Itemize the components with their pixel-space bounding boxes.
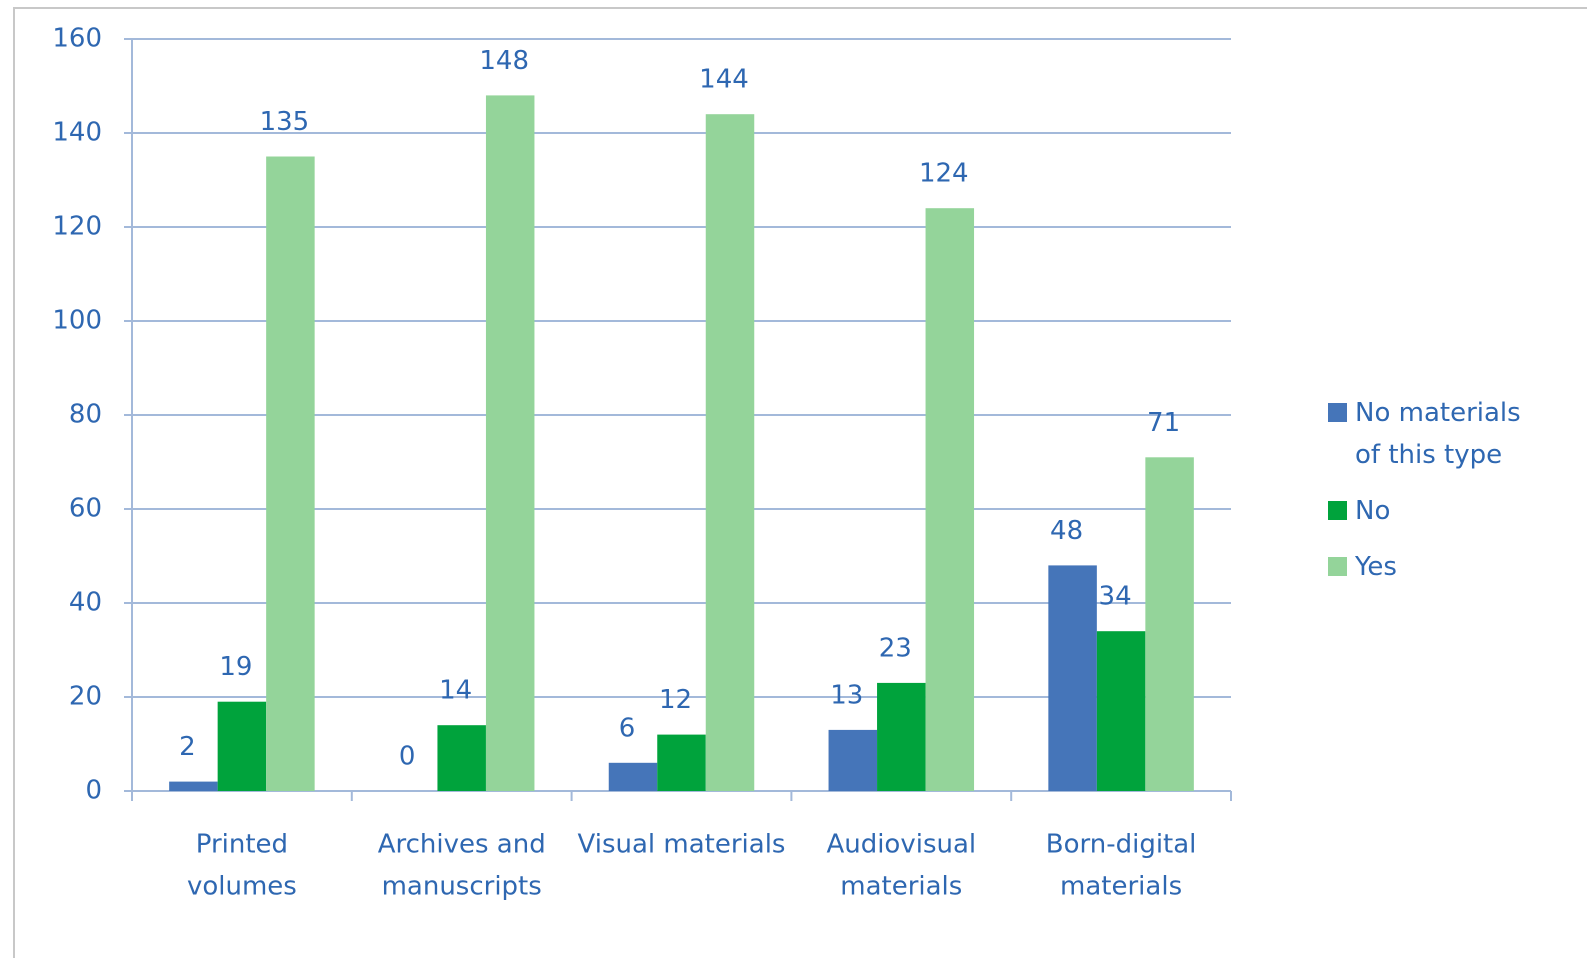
x-tick-label: materials: [1060, 872, 1182, 902]
value-label: 13: [830, 680, 863, 710]
y-tick-label: 40: [69, 588, 102, 618]
x-tick-label: Printed: [196, 830, 288, 860]
frame: [13, 7, 1587, 958]
y-tick-label: 120: [52, 212, 102, 242]
y-tick-label: 80: [69, 400, 102, 430]
value-label: 14: [439, 676, 472, 706]
y-tick-label: 160: [52, 24, 102, 54]
legend-label: No: [1355, 496, 1391, 526]
value-label: 124: [919, 159, 969, 189]
value-label: 23: [879, 633, 912, 663]
y-tick-label: 20: [69, 682, 102, 712]
legend-label: Yes: [1355, 552, 1397, 582]
bar: [705, 114, 755, 791]
bar: [1145, 457, 1194, 791]
y-tick-label: 140: [52, 118, 102, 148]
value-label: 19: [219, 652, 252, 682]
value-label: 0: [399, 742, 416, 772]
x-tick-label: Visual materials: [578, 830, 786, 860]
legend-swatch: [1328, 403, 1347, 422]
bar: [169, 781, 218, 791]
bar: [1096, 631, 1146, 791]
legend: No materials of this type No Yes: [1328, 392, 1528, 602]
bar: [437, 725, 486, 791]
x-tick-label: manuscripts: [382, 872, 542, 902]
value-label: 12: [659, 685, 692, 715]
y-tick-label: 0: [85, 776, 102, 806]
value-label: 135: [260, 107, 310, 137]
x-tick-label: Audiovisual: [826, 830, 976, 860]
bar: [877, 682, 926, 791]
value-label: 34: [1099, 582, 1132, 612]
value-label: 48: [1050, 516, 1083, 546]
bar: [1048, 565, 1097, 791]
bar: [266, 156, 315, 791]
y-tick-label: 60: [69, 494, 102, 524]
x-tick-label: materials: [840, 872, 962, 902]
legend-label: No materials of this type: [1355, 398, 1521, 470]
x-tick-label: volumes: [187, 872, 297, 902]
bar: [217, 701, 267, 791]
value-label: 148: [479, 46, 529, 76]
bar: [485, 95, 535, 791]
legend-swatch: [1328, 557, 1347, 576]
x-tick-label: Born-digital: [1046, 830, 1197, 860]
legend-swatch: [1328, 501, 1347, 520]
y-tick-label: 100: [52, 306, 102, 336]
bar: [925, 208, 975, 791]
value-label: 71: [1147, 408, 1180, 438]
bar: [828, 729, 878, 791]
bar: [657, 734, 706, 791]
value-label: 2: [179, 732, 196, 762]
value-label: 6: [619, 713, 636, 743]
value-label: 144: [699, 65, 749, 95]
bar: [608, 762, 658, 791]
legend-item: No: [1328, 490, 1528, 532]
legend-item: Yes: [1328, 546, 1528, 588]
legend-item: No materials of this type: [1328, 392, 1528, 476]
x-tick-label: Archives and: [378, 830, 546, 860]
